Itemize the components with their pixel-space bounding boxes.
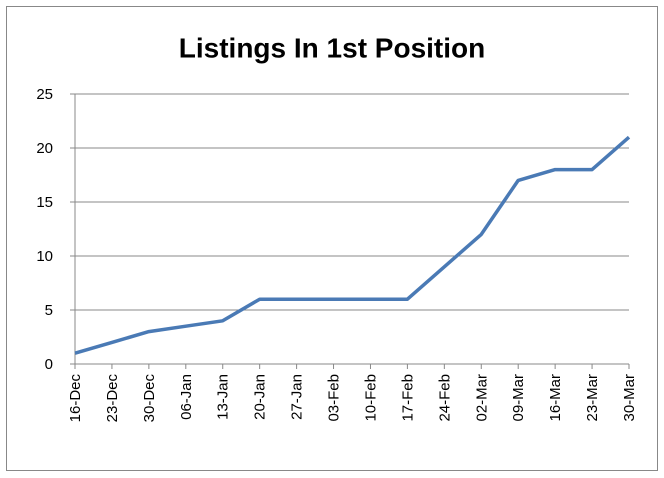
x-tick-label: 24-Feb [436, 374, 453, 422]
x-tick-label: 20-Jan [252, 374, 269, 420]
x-tick-label: 10-Feb [362, 374, 379, 422]
x-tick-label: 16-Mar [547, 374, 564, 422]
y-tick-label: 25 [36, 86, 53, 103]
x-tick-label: 23-Mar [584, 374, 601, 422]
y-tick-label: 20 [36, 140, 53, 157]
y-tick-label: 5 [45, 302, 53, 319]
chart-border [6, 6, 658, 471]
x-tick-label: 02-Mar [473, 374, 490, 422]
x-tick-label: 06-Jan [178, 374, 195, 420]
x-tick-label: 03-Feb [326, 374, 343, 422]
x-tick-label: 17-Feb [399, 374, 416, 422]
x-tick-label: 09-Mar [510, 374, 527, 422]
x-tick-label: 13-Jan [215, 374, 232, 420]
x-tick-label: 30-Dec [141, 374, 158, 423]
y-tick-label: 10 [36, 248, 53, 265]
x-tick-label: 16-Dec [67, 374, 84, 423]
data-line [74, 135, 631, 355]
x-tick-label: 27-Jan [289, 374, 306, 420]
chart-title: Listings In 1st Position [179, 32, 485, 63]
y-tick-label: 0 [45, 356, 53, 373]
y-tick-label: 15 [36, 194, 53, 211]
x-tick-label: 23-Dec [104, 374, 121, 423]
x-tick-label: 30-Mar [621, 374, 638, 422]
